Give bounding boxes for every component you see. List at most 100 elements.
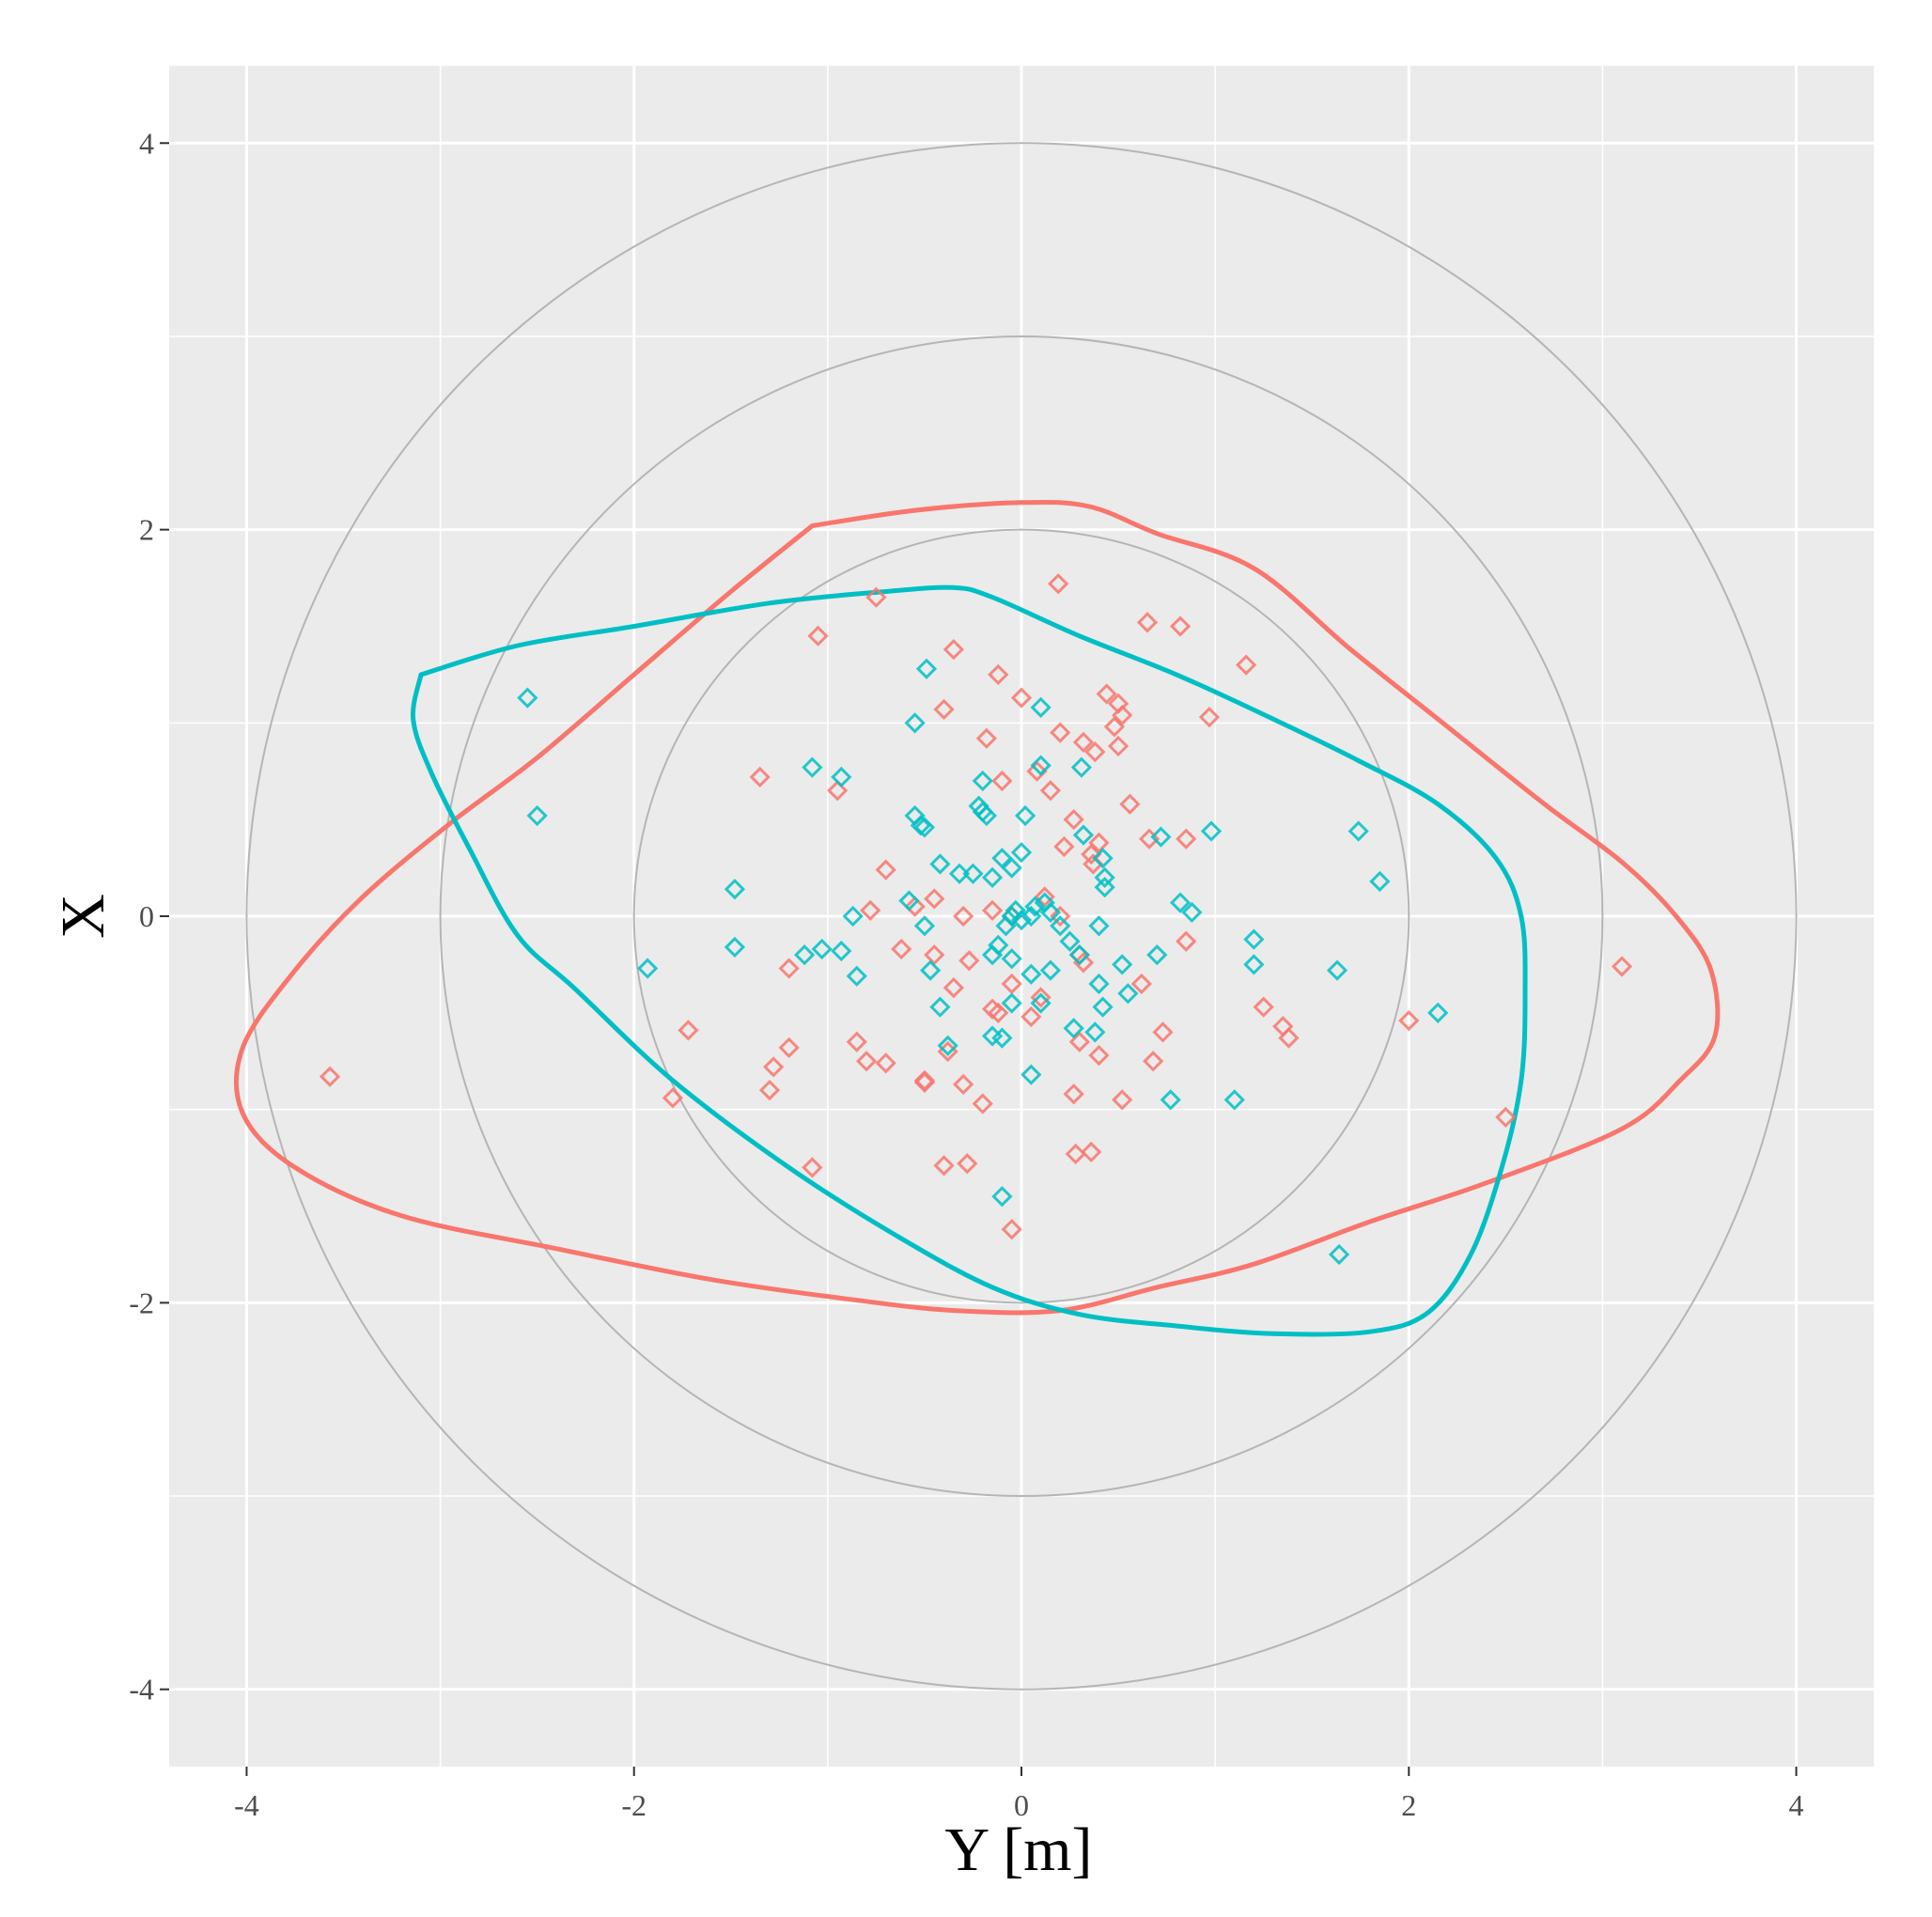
data-point [1021,1064,1042,1085]
contour-line [233,499,1721,1316]
data-point [1010,687,1033,709]
data-point [827,780,849,802]
data-point [988,663,1009,686]
data-point [678,1020,699,1041]
data-point [957,1153,978,1175]
data-point [1015,804,1036,827]
data-point [943,639,964,661]
x-axis-title: Y [m] [944,1816,1092,1884]
data-point [1001,948,1022,970]
data-point [991,1027,1013,1049]
data-point [846,965,867,987]
data-point [1063,809,1084,831]
data-point [662,1087,684,1109]
y-tick-label: 0 [139,899,154,933]
data-point [1328,1243,1350,1266]
x-tick-label: 4 [1789,1788,1804,1822]
data-point [807,625,829,647]
data-point [1030,987,1052,1008]
data-point [1021,963,1042,985]
data-point [972,770,993,792]
data-point [1369,870,1391,893]
data-point [981,899,1004,921]
y-tick-label: -2 [129,1286,154,1319]
data-point [758,1079,781,1101]
data-point [1050,915,1071,937]
data-point [794,944,816,966]
data-point [1152,1021,1174,1043]
data-point [875,859,896,881]
data-point [1176,828,1197,849]
data-point [981,866,1004,888]
x-tick-label: -4 [234,1788,259,1822]
data-point [1001,973,1022,995]
data-point [937,1035,958,1056]
data-point [981,998,1004,1020]
data-point [1143,1051,1164,1072]
reference-circle [632,528,1410,1304]
data-point [975,727,998,749]
data-point [517,687,538,709]
data-point [991,1186,1013,1208]
data-point [1181,901,1203,924]
data-point [1427,1002,1449,1023]
data-point [1495,1106,1517,1129]
data-point [1070,756,1093,778]
data-point [1169,616,1192,637]
data-point [1001,992,1022,1014]
data-point [933,1155,955,1177]
data-point [1001,1219,1022,1240]
data-point [1117,983,1139,1005]
data-point [1223,1089,1245,1111]
data-point [875,1052,896,1074]
data-point [1065,1143,1086,1165]
y-tick-label: 2 [139,513,154,547]
data-point [995,915,1017,937]
data-point [526,804,548,827]
data-point [831,940,852,962]
data-point [855,1051,878,1072]
data-point [1235,654,1257,676]
data-point [1326,959,1348,981]
data-point [988,1002,1009,1023]
reference-circle [245,142,1798,1691]
data-point [1001,857,1022,879]
data-point [913,817,936,838]
data-point [763,1056,785,1078]
data-point [1050,905,1071,927]
data-point [1253,996,1274,1018]
data-point [1021,1005,1042,1028]
data-point [958,950,980,972]
data-point [1021,905,1042,927]
x-tick-label: -2 [621,1788,647,1822]
data-point [891,938,912,960]
data-point [1010,842,1033,864]
data-point [1112,704,1133,726]
data-point [1096,683,1117,705]
data-point [904,712,926,734]
data-point [1160,1089,1181,1111]
data-point [1094,877,1115,898]
data-point [1088,915,1110,937]
data-point [1398,1009,1420,1032]
data-point [1030,992,1052,1014]
data-point [1072,731,1095,754]
data-point [1088,832,1110,853]
data-point [919,959,942,981]
data-point [842,905,864,927]
data-point [1103,716,1126,738]
data-point [831,766,852,788]
data-point [1039,959,1062,981]
data-point [1119,793,1141,815]
data-points [319,573,1633,1266]
data-point [972,1093,993,1114]
reference-circle [439,335,1604,1498]
data-point [924,888,945,910]
data-point [802,1157,823,1178]
data-point [1068,944,1090,966]
data-point [1068,1031,1090,1052]
data-point [1088,1044,1110,1067]
data-point [749,766,771,788]
data-point [991,848,1013,869]
data-point [1198,707,1221,728]
